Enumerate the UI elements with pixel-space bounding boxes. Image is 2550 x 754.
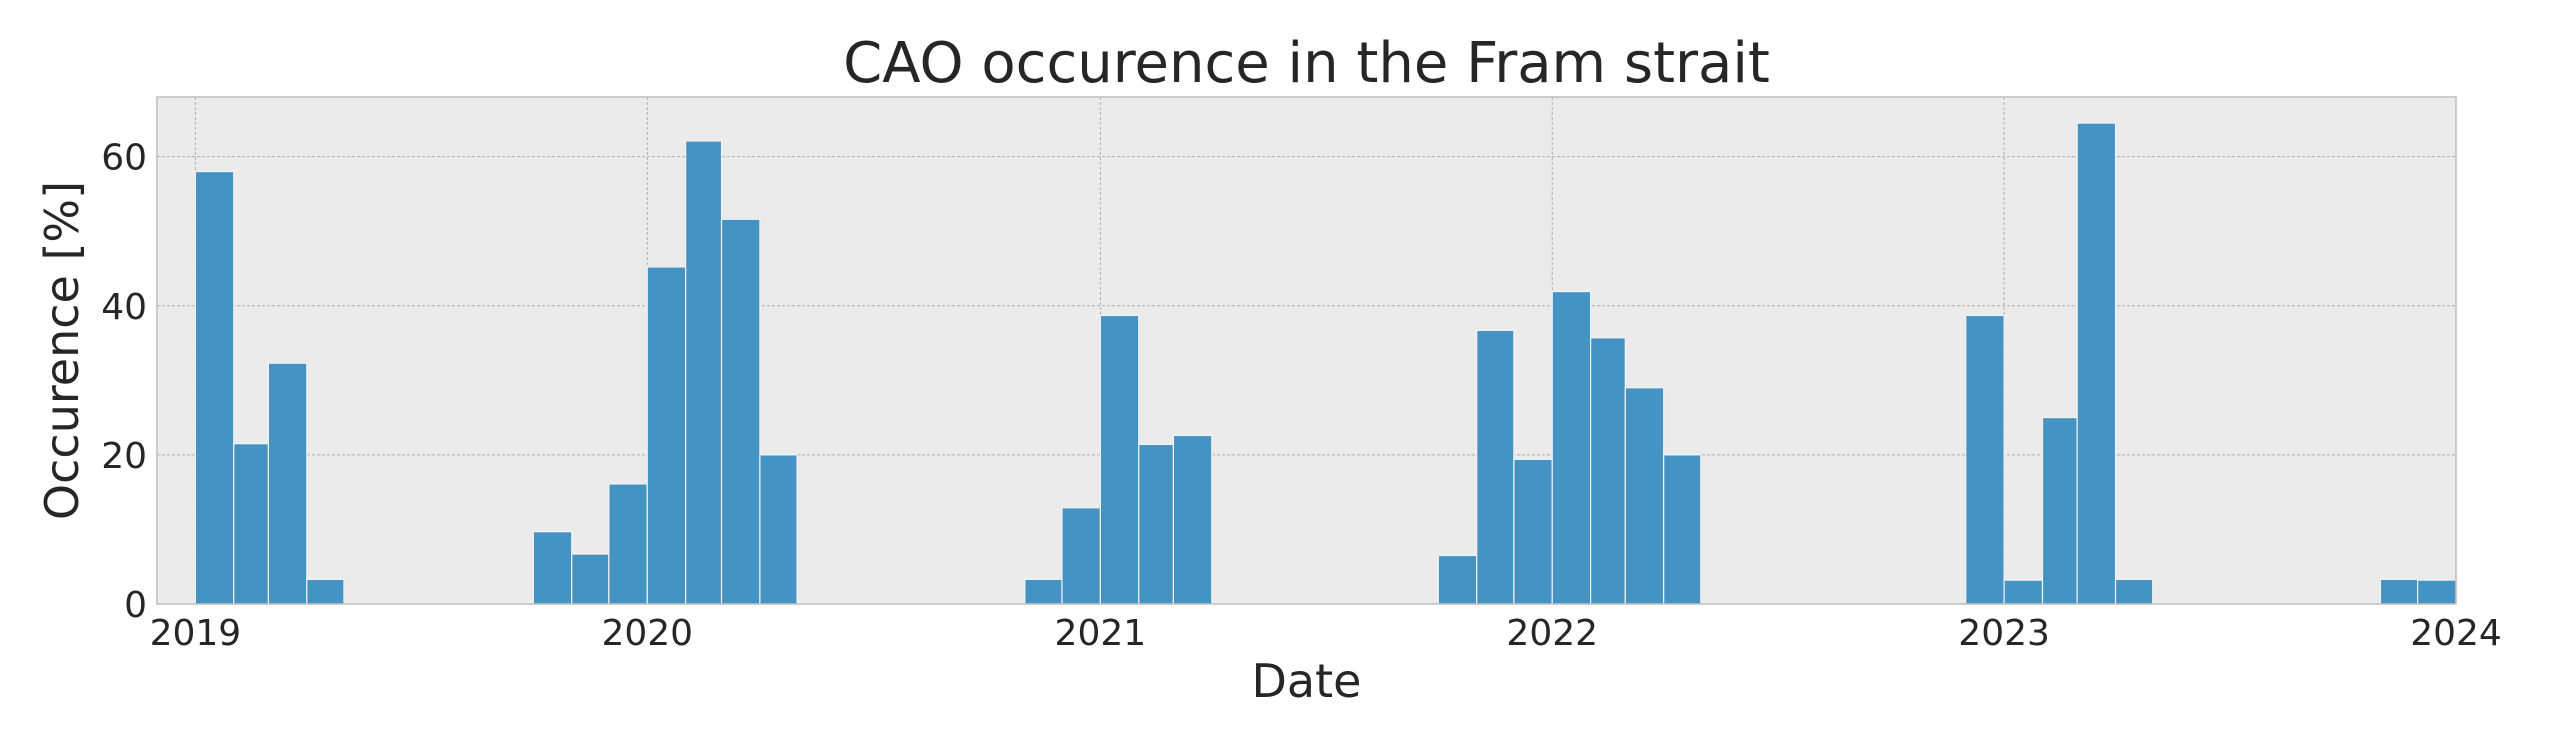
plot-frame (156, 96, 2457, 605)
y-axis-label: Occurence [%] (35, 181, 89, 520)
histogram-bar (2114, 578, 2154, 605)
histogram-bar (571, 553, 610, 605)
tick-labels: 0 20 40 60 2019 2020 2021 2022 2023 2024 (101, 138, 2502, 654)
histogram-bar (646, 266, 687, 605)
histogram-bar (1513, 458, 1553, 605)
histogram-bar (2379, 578, 2419, 605)
histogram-bar (2003, 579, 2044, 605)
histogram-bar (1476, 329, 1515, 605)
histogram-bar (306, 578, 345, 605)
y-tick-label: 60 (101, 138, 147, 179)
histogram-bar (2076, 122, 2117, 605)
histogram-bar (233, 443, 270, 605)
histogram-bar (1965, 314, 2005, 605)
histogram-bar (759, 454, 798, 605)
histogram-bar (1551, 290, 1592, 605)
histogram-bar (1024, 578, 1063, 605)
histogram-bar (1138, 443, 1175, 605)
histogram-bar (1099, 314, 1140, 605)
histogram-bar (1624, 387, 1665, 605)
histogram-bar (1663, 454, 1702, 605)
histogram-bar (1061, 507, 1101, 605)
y-tick-label: 40 (101, 287, 147, 328)
histogram-bar (1590, 337, 1626, 605)
histogram-bar (2417, 579, 2457, 605)
histogram-bar (685, 140, 723, 605)
x-tick-label: 2024 (2410, 613, 2502, 654)
histogram-bar (2041, 417, 2078, 605)
chart-title: CAO occurence in the Fram strait (843, 31, 1770, 96)
x-axis-label: Date (1252, 654, 1362, 708)
histogram-bar (1437, 554, 1478, 605)
x-tick-label: 2019 (150, 613, 242, 654)
histogram-bar (267, 362, 308, 605)
x-tick-label: 2021 (1055, 613, 1147, 654)
x-tick-label: 2020 (601, 613, 693, 654)
histogram-bar (532, 531, 573, 605)
histogram-bar (194, 170, 235, 605)
histogram-bar (608, 483, 648, 605)
x-tick-label: 2023 (1958, 613, 2050, 654)
histogram-bar (720, 218, 761, 605)
y-tick-label: 0 (124, 585, 147, 626)
x-tick-label: 2022 (1506, 613, 1598, 654)
y-tick-label: 20 (101, 436, 147, 477)
bars (194, 122, 2457, 605)
histogram-bar (1172, 434, 1213, 605)
